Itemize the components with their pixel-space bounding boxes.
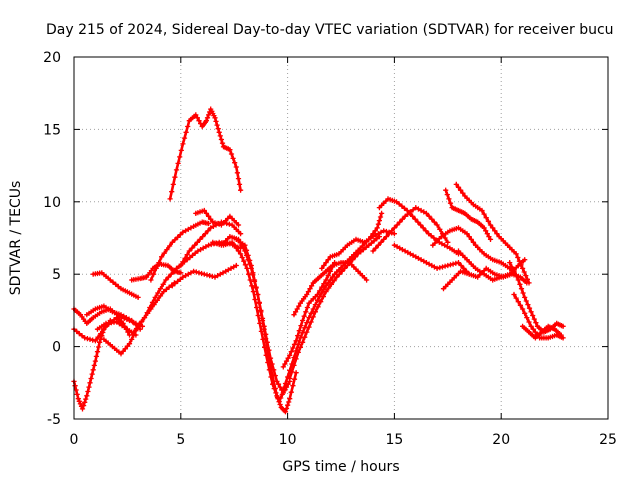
series-plus-markers <box>430 225 521 280</box>
axis-ticks: 0 5 10 15 20 25 -5 0 5 10 15 20 <box>43 50 617 448</box>
series-plus-markers <box>167 106 244 202</box>
series-track <box>220 239 289 405</box>
series-track <box>520 323 564 341</box>
chart-title: Day 215 of 2024, Sidereal Day-to-day VTE… <box>46 22 614 38</box>
series-plus-markers <box>101 280 177 357</box>
x-tick-label: 20 <box>492 432 510 448</box>
series-plus-markers <box>148 219 212 283</box>
plot-frame <box>73 56 609 420</box>
series-plus-markers <box>453 181 532 286</box>
y-axis-label: SDTVAR / TECUs <box>8 181 24 296</box>
series-plus-markers <box>84 303 143 332</box>
series-track <box>443 187 494 242</box>
data-series <box>71 106 566 415</box>
y-tick-label: 10 <box>43 195 61 211</box>
x-tick-label: 25 <box>599 432 617 448</box>
series-track <box>148 219 212 283</box>
series-track <box>319 228 397 271</box>
x-tick-label: 0 <box>70 432 79 448</box>
series-plus-markers <box>370 205 451 254</box>
series-plus-markers <box>178 219 244 269</box>
series-track <box>507 260 566 335</box>
x-tick-label: 5 <box>176 432 185 448</box>
y-tick-label: 20 <box>43 50 61 66</box>
series-track <box>178 219 244 269</box>
series-track <box>453 181 532 286</box>
series-plus-markers <box>169 262 239 289</box>
y-tick-label: 5 <box>52 267 61 283</box>
series-plus-markers <box>319 228 397 271</box>
series-track <box>376 196 462 257</box>
series-track <box>430 225 521 280</box>
series-plus-markers <box>520 323 564 341</box>
series-track <box>280 260 338 370</box>
y-tick-label: -5 <box>47 412 61 428</box>
series-track <box>391 242 472 277</box>
x-axis-label: GPS time / hours <box>282 459 399 475</box>
series-track <box>291 260 370 318</box>
series-plus-markers <box>376 196 462 257</box>
series-track <box>169 262 239 289</box>
series-plus-markers <box>280 260 338 370</box>
x-tick-label: 10 <box>279 432 297 448</box>
series-track <box>84 303 143 332</box>
series-plus-markers <box>220 239 289 405</box>
series-track <box>455 248 528 283</box>
series-plus-markers <box>455 248 528 283</box>
series-plus-markers <box>391 242 472 277</box>
series-track <box>511 291 566 341</box>
y-tick-label: 0 <box>52 340 61 356</box>
grid-lines <box>74 57 608 419</box>
series-plus-markers <box>129 261 184 283</box>
series-plus-markers <box>90 270 141 300</box>
series-track <box>129 261 184 283</box>
series-track <box>167 106 244 202</box>
series-track <box>193 207 242 228</box>
series-plus-markers <box>443 187 494 242</box>
series-plus-markers <box>291 260 370 318</box>
series-track <box>101 280 177 357</box>
series-track <box>90 270 141 300</box>
y-tick-label: 15 <box>43 122 61 138</box>
x-tick-label: 15 <box>385 432 403 448</box>
series-track <box>287 234 382 382</box>
series-plus-markers <box>287 234 382 382</box>
series-plus-markers <box>193 207 242 228</box>
